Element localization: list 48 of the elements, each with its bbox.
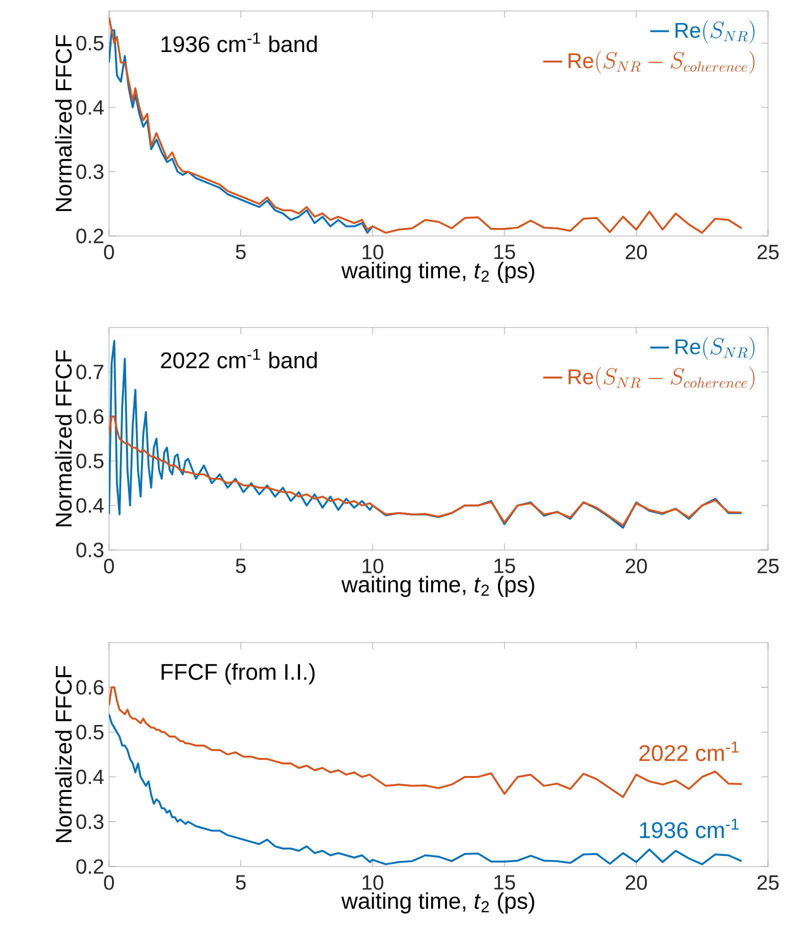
text: FFCF (from I.I.) xyxy=(162,663,315,684)
legend-label: $\mathrm{Re}(S_{NR})$ xyxy=(676,336,754,360)
y-tick-label: 0.6 xyxy=(76,409,104,424)
y-tick-label: 0.5 xyxy=(76,36,104,50)
x-tick-label: 15 xyxy=(494,558,516,574)
text: 1936 cm$^{-1}$ band xyxy=(162,32,317,52)
x-tick-label: 5 xyxy=(236,875,246,890)
x-tick-label: 10 xyxy=(362,558,384,574)
x-tick-label: 10 xyxy=(362,875,384,890)
y-tick-label: 0.7 xyxy=(76,364,104,380)
y-tick-label: 0.3 xyxy=(76,164,104,180)
y-tick-label: 0.5 xyxy=(76,724,104,740)
series-label: 1936 cm$^{-1}$ xyxy=(640,818,739,838)
x-tick-label: 20 xyxy=(626,244,647,260)
y-axis-title: Normalized FFCF xyxy=(55,666,72,842)
x-axis-title: waiting time, t$_{2}$ (ps) xyxy=(341,576,534,597)
x-tick-label: 0 xyxy=(104,244,114,260)
x-axis-title: waiting time, t$_{2}$ (ps) xyxy=(341,262,534,283)
x-tick-label: 15 xyxy=(494,875,516,890)
x-tick-label: 20 xyxy=(626,558,647,574)
y-axis-title: Normalized FFCF xyxy=(55,35,72,212)
x-tick-label: 25 xyxy=(758,558,779,574)
y-tick-label: 0.4 xyxy=(76,770,104,784)
x-tick-label: 25 xyxy=(758,244,779,260)
x-tick-label: 25 xyxy=(758,875,779,890)
y-tick-label: 0.2 xyxy=(76,859,104,874)
legend-label: $\mathrm{Re}(S_{NR})$ xyxy=(676,20,754,44)
y-tick-label: 0.3 xyxy=(76,542,104,558)
x-tick-label: 5 xyxy=(236,558,246,574)
legend-label: $\mathrm{Re}(S_{NR}-S_{coherence})$ xyxy=(568,366,754,390)
x-tick-label: 20 xyxy=(626,875,647,890)
y-tick-label: 0.3 xyxy=(76,814,104,830)
x-tick-label: 10 xyxy=(362,244,384,260)
text: 2022 cm$^{-1}$ band xyxy=(160,348,317,368)
y-axis-title: Normalized FFCF xyxy=(55,350,72,526)
series-label: 2022 cm$^{-1}$ xyxy=(639,742,739,762)
x-tick-label: 0 xyxy=(104,558,114,574)
legend-label: $\mathrm{Re}(S_{NR}-S_{coherence})$ xyxy=(568,50,754,74)
y-tick-label: 0.4 xyxy=(76,498,104,513)
x-tick-label: 0 xyxy=(104,875,114,890)
x-axis-title: waiting time, t$_{2}$ (ps) xyxy=(341,892,534,914)
y-tick-label: 0.4 xyxy=(76,100,104,115)
line-series xyxy=(109,29,374,234)
x-tick-label: 15 xyxy=(494,244,516,260)
x-tick-label: 5 xyxy=(236,244,246,260)
y-tick-label: 0.6 xyxy=(76,680,104,695)
y-tick-label: 0.2 xyxy=(76,228,104,244)
y-tick-label: 0.5 xyxy=(76,454,104,468)
